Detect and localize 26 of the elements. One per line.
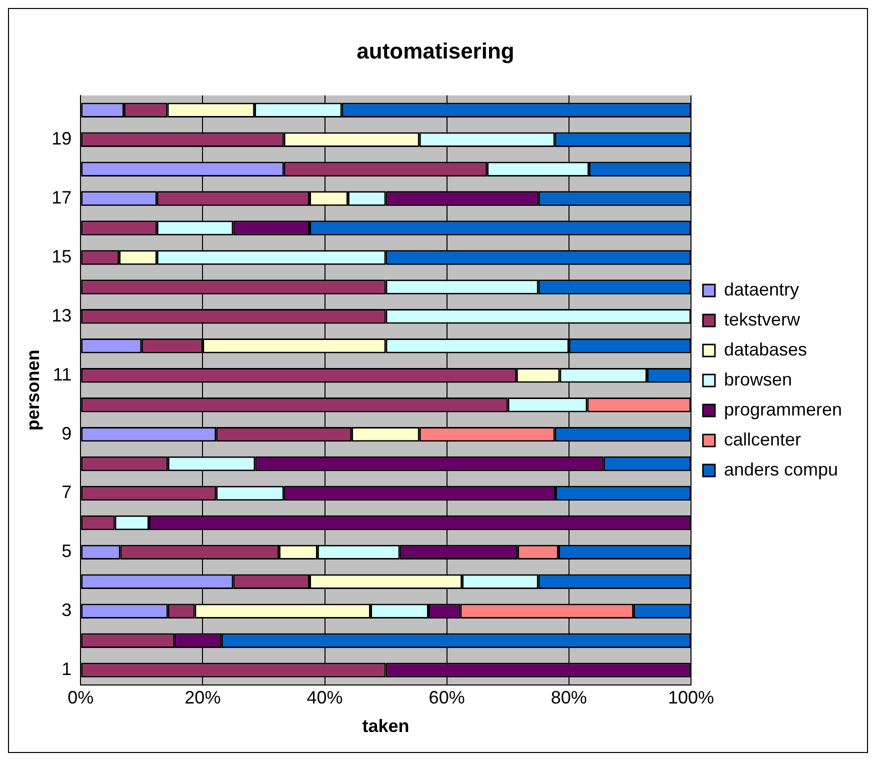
legend-label: browsen: [724, 369, 792, 390]
legend-label: programmeren: [724, 399, 842, 420]
legend-label: dataentry: [724, 279, 800, 300]
y-tick-label: 7: [62, 482, 72, 502]
x-axis-title: taken: [362, 716, 410, 736]
chart-title: automatisering: [356, 38, 514, 64]
legend-label: anders compu: [724, 459, 838, 480]
y-axis-title: personen: [22, 350, 43, 431]
x-tick-label: 0%: [68, 688, 94, 708]
legend-label: tekstverw: [724, 309, 801, 330]
x-tick-label: 40%: [306, 688, 343, 708]
y-tick-label: 9: [62, 423, 72, 444]
y-tick-label: 3: [62, 600, 72, 620]
y-tick-label: 19: [52, 128, 72, 149]
y-tick-label: 1: [62, 659, 72, 680]
y-tick-label: 5: [62, 541, 72, 562]
y-tick-label: 17: [52, 188, 72, 208]
legend-label: databases: [724, 339, 808, 360]
x-tick-label: 100%: [668, 688, 714, 708]
y-tick-label: 15: [52, 246, 72, 266]
x-tick-label: 80%: [550, 688, 587, 708]
x-tick-label: 60%: [428, 688, 465, 708]
legend-label: callcenter: [724, 429, 801, 450]
x-tick-label: 20%: [184, 688, 221, 708]
y-tick-label: 13: [52, 305, 72, 326]
y-tick-label: 11: [52, 364, 72, 384]
